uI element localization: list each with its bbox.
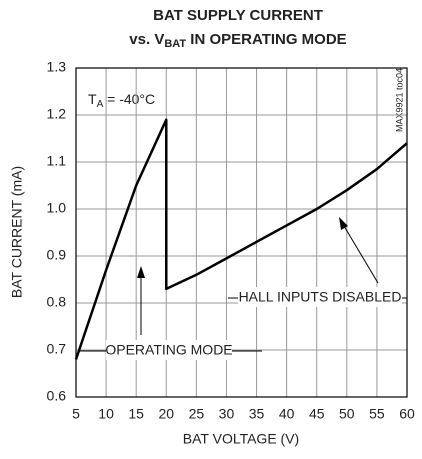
chart-title: vs. VBAT IN OPERATING MODE (129, 31, 346, 50)
annotation: OPERATING MODE (105, 342, 232, 358)
x-tick-label: 60 (399, 406, 415, 422)
y-tick-label: 1.1 (47, 153, 67, 169)
figure-id: MAX9921 toc04 (394, 68, 404, 132)
condition-part: T (88, 91, 97, 107)
arrow-head (137, 266, 145, 278)
y-tick-label: 0.8 (47, 294, 67, 310)
y-tick-label: 0.7 (47, 341, 67, 357)
x-tick-label: 5 (72, 406, 80, 422)
x-tick-label: 25 (189, 406, 205, 422)
condition-subscript: A (97, 99, 104, 110)
annotation-bg (238, 287, 402, 307)
plot-frame (75, 67, 408, 398)
chart-title: BAT SUPPLY CURRENT (153, 7, 323, 24)
title-subscript: BAT (164, 38, 186, 50)
arrow-line (343, 225, 379, 284)
data-line (74, 118, 408, 360)
x-tick-label: 15 (128, 406, 144, 422)
x-tick-label: 20 (158, 406, 174, 422)
x-tick-label: 45 (309, 406, 325, 422)
annotation-bg (106, 340, 232, 360)
x-tick-label: 40 (279, 406, 295, 422)
x-tick-label: 10 (98, 406, 114, 422)
y-tick-label: 0.6 (47, 388, 67, 404)
title-part: vs. V (129, 31, 164, 48)
y-tick-label: 1.3 (47, 59, 67, 75)
condition-part: = -40°C (103, 91, 155, 107)
x-axis-label: BAT VOLTAGE (V) (183, 431, 299, 447)
y-tick-label: 1.0 (47, 200, 67, 216)
x-tick-label: 30 (219, 406, 235, 422)
condition-label: TA = -40°C (88, 91, 155, 110)
y-tick-label: 1.2 (47, 106, 67, 122)
x-tick-label: 55 (369, 406, 385, 422)
y-axis-label: BAT CURRENT (mA) (9, 166, 25, 298)
x-tick-label: 50 (339, 406, 355, 422)
arrow-head (339, 217, 348, 230)
title-part: IN OPERATING MODE (186, 31, 347, 48)
annotation: HALL INPUTS DISABLED (239, 289, 402, 305)
x-tick-label: 35 (249, 406, 265, 422)
y-tick-label: 0.9 (47, 247, 67, 263)
